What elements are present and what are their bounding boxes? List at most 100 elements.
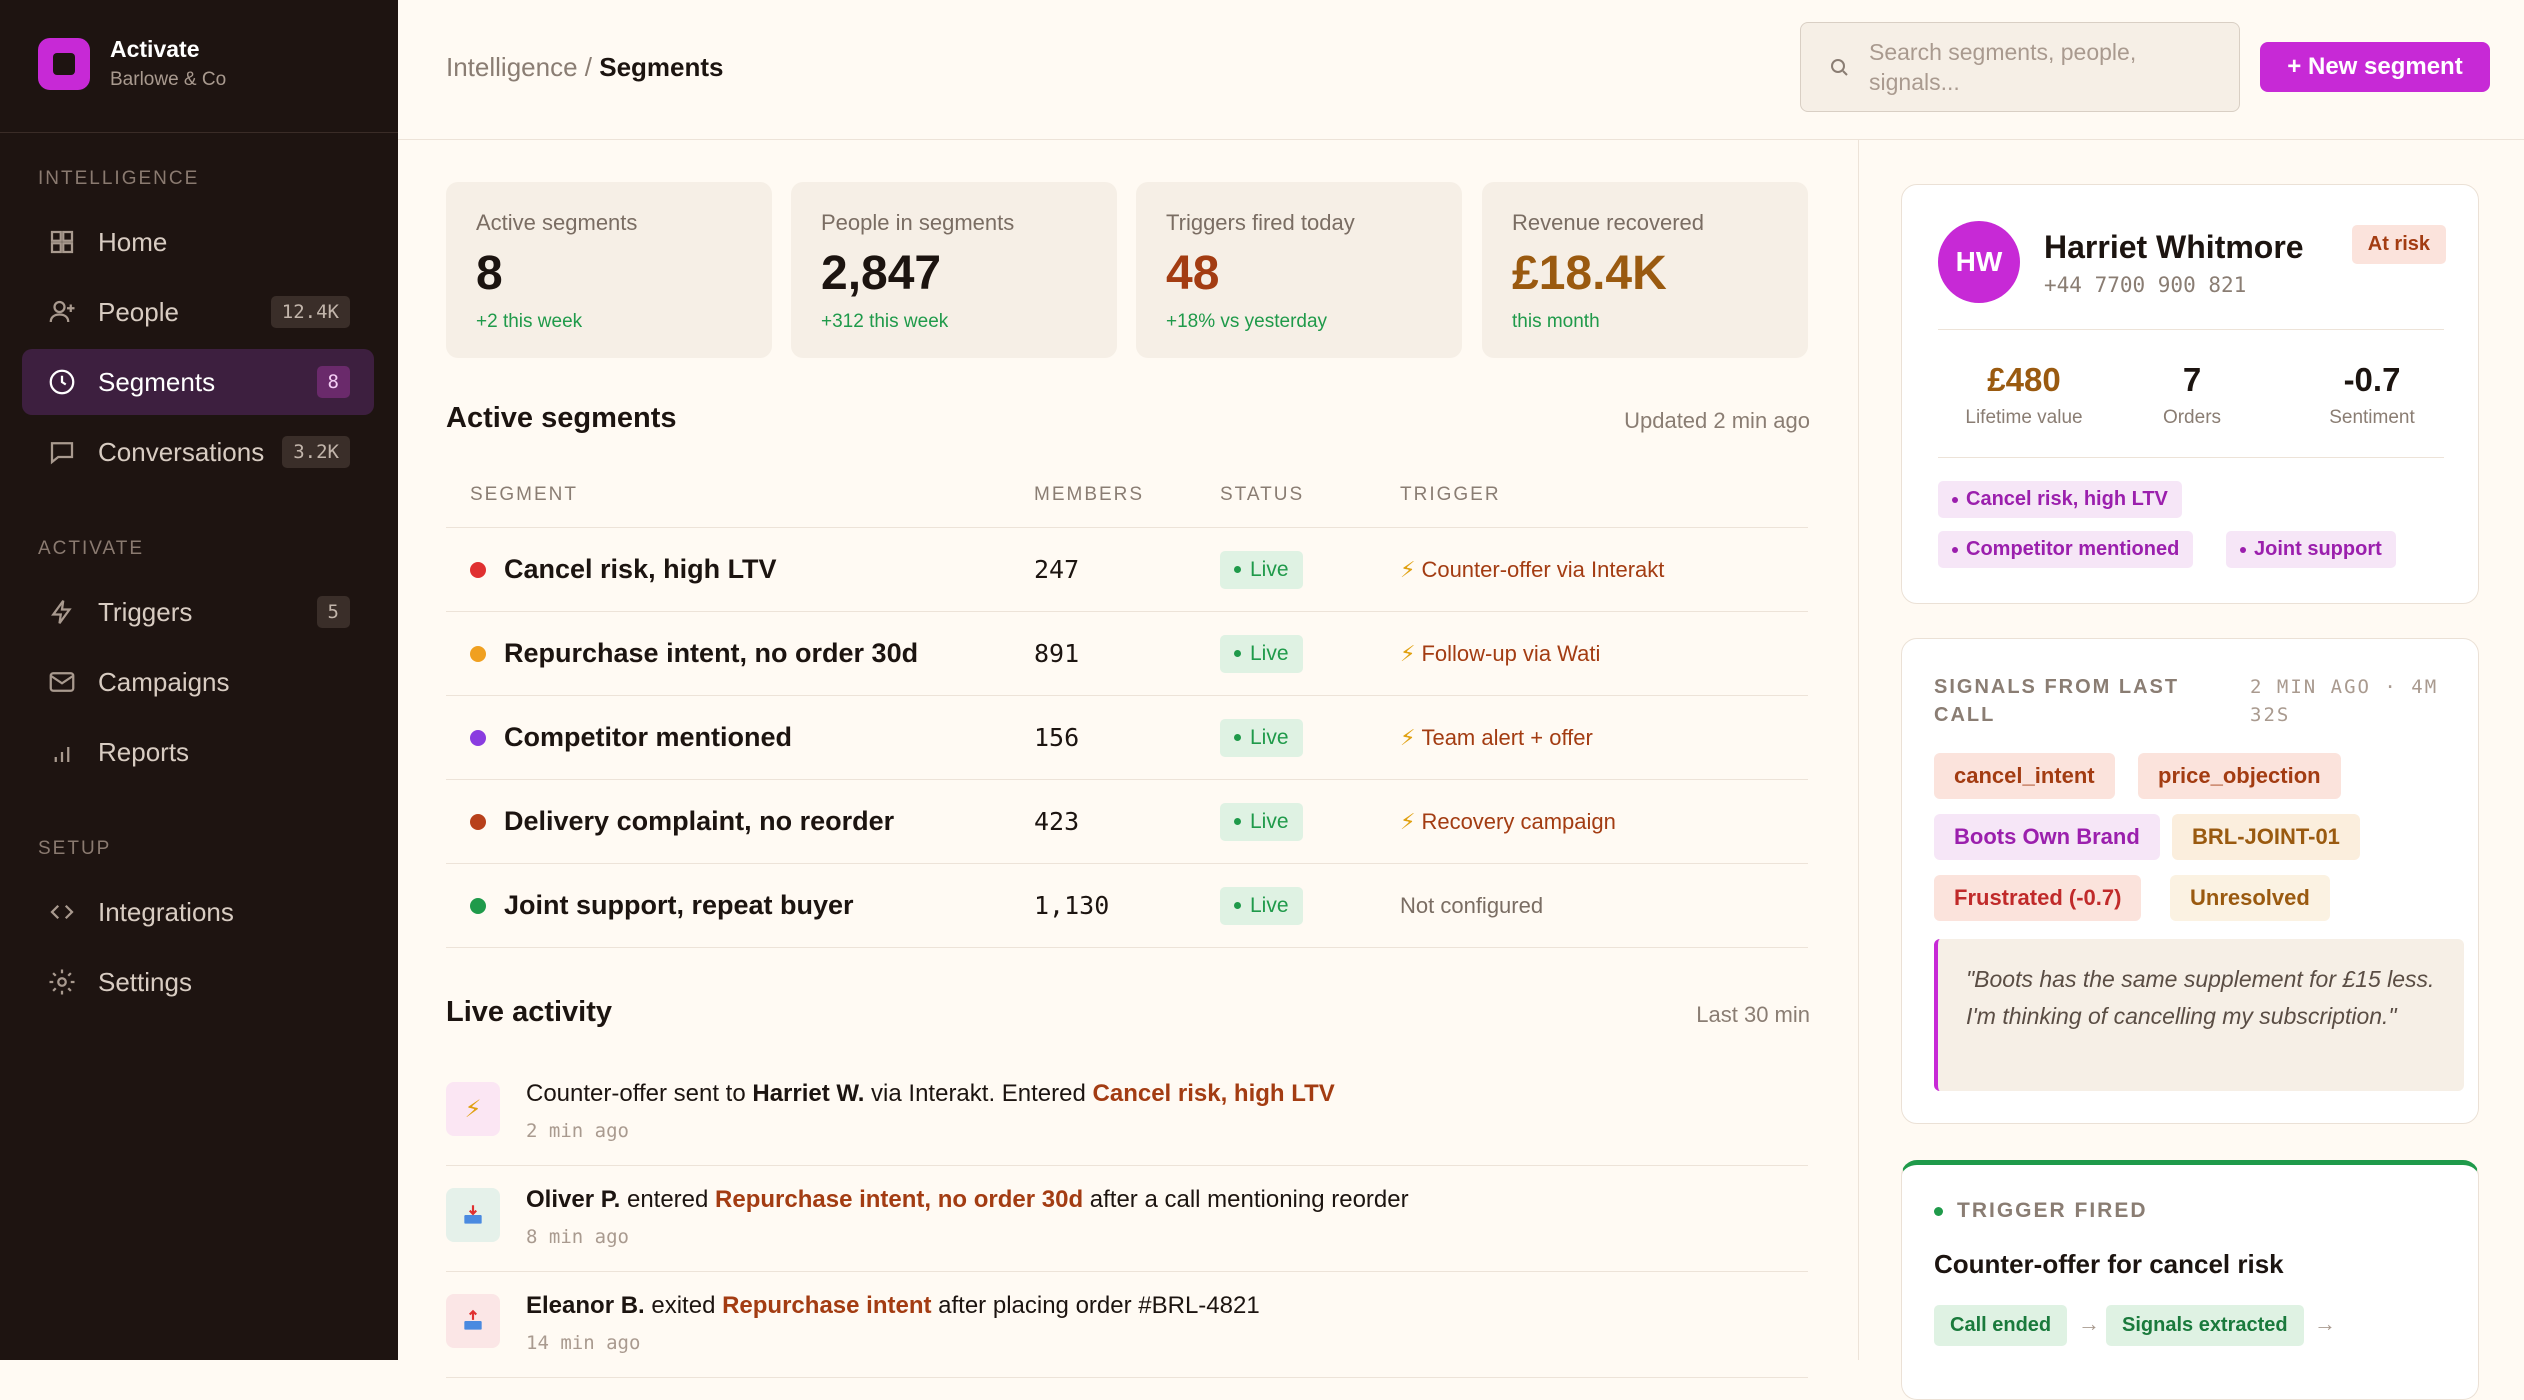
people-count-badge: 12.4K bbox=[270, 296, 350, 328]
sidebar-item-campaigns[interactable]: Campaigns bbox=[22, 649, 374, 715]
stat-value: 2,847 bbox=[821, 247, 942, 300]
triggers-count-badge: 5 bbox=[316, 596, 350, 628]
table-row[interactable]: Cancel risk, high LTV 247 Live ⚡ Counter-… bbox=[446, 528, 1808, 612]
brand-name: Activate bbox=[110, 36, 200, 62]
activity-item[interactable]: Oliver P. entered Repurchase intent, no … bbox=[446, 1166, 1808, 1272]
signal-chip[interactable]: Frustrated (-0.7) bbox=[1934, 875, 2142, 921]
column-header-trigger[interactable]: TRIGGER bbox=[1400, 483, 1501, 505]
nav-section-activate: ACTIVATE bbox=[38, 538, 145, 559]
trigger-card[interactable]: TRIGGER FIRED Counter-offer for cancel r… bbox=[1901, 1160, 2479, 1400]
sidebar: Activate Barlowe & Co INTELLIGENCE Home … bbox=[0, 0, 398, 1360]
sidebar-item-people[interactable]: People 12.4K bbox=[22, 279, 374, 345]
stat-card-triggers: Triggers fired today 48 +18% vs yesterda… bbox=[1136, 182, 1462, 358]
nav-section-intelligence: INTELLIGENCE bbox=[38, 168, 200, 189]
call-quote: "Boots has the same supplement for £15 l… bbox=[1934, 939, 2464, 1091]
activity-item[interactable]: Eleanor B. exited Repurchase intent afte… bbox=[446, 1272, 1808, 1378]
segment-color-dot bbox=[470, 897, 486, 914]
card-divider bbox=[1938, 457, 2444, 458]
trigger-fired-label: TRIGGER FIRED bbox=[1934, 1199, 2148, 1223]
new-segment-button[interactable]: + New segment bbox=[2260, 42, 2490, 92]
table-header: SEGMENT MEMBERS STATUS TRIGGER bbox=[446, 462, 1808, 528]
bolt-icon: ⚡ bbox=[1400, 724, 1416, 750]
segment-color-dot bbox=[470, 645, 486, 662]
segment-link[interactable]: Repurchase intent bbox=[722, 1292, 932, 1319]
segment-link[interactable]: Repurchase intent, no order 30d bbox=[715, 1186, 1084, 1213]
brand[interactable]: Activate Barlowe & Co bbox=[38, 36, 226, 91]
segment-name: Cancel risk, high LTV bbox=[504, 554, 777, 584]
sidebar-divider bbox=[0, 132, 398, 133]
segments-updated-time: Updated 2 min ago bbox=[1624, 408, 1810, 433]
signal-chip[interactable]: BRL-JOINT-01 bbox=[2172, 814, 2360, 860]
segment-name: Delivery complaint, no reorder bbox=[504, 806, 895, 836]
signal-chip[interactable]: Boots Own Brand bbox=[1934, 814, 2160, 860]
table-row[interactable]: Repurchase intent, no order 30d 891 Live… bbox=[446, 612, 1808, 696]
sidebar-item-triggers[interactable]: Triggers 5 bbox=[22, 579, 374, 645]
activity-text: Counter-offer sent to Harriet W. via Int… bbox=[526, 1080, 1335, 1107]
person-card[interactable]: HW Harriet Whitmore +44 7700 900 821 At … bbox=[1901, 184, 2479, 604]
segment-tag[interactable]: Cancel risk, high LTV bbox=[1938, 481, 2182, 518]
sidebar-item-segments[interactable]: Segments 8 bbox=[22, 349, 374, 415]
stat-label: Revenue recovered bbox=[1512, 210, 1705, 235]
user-plus-icon bbox=[46, 296, 78, 328]
segment-members: 423 bbox=[1034, 807, 1080, 836]
segment-trigger[interactable]: ⚡ Team alert + offer bbox=[1400, 724, 1593, 750]
metric-lifetime-value: £480 Lifetime value bbox=[1934, 361, 2114, 429]
column-header-status[interactable]: STATUS bbox=[1220, 483, 1305, 505]
segment-trigger[interactable]: ⚡ Recovery campaign bbox=[1400, 808, 1616, 834]
column-header-members[interactable]: MEMBERS bbox=[1034, 483, 1145, 505]
bolt-icon: ⚡ bbox=[1400, 808, 1416, 834]
segment-color-dot bbox=[470, 561, 486, 578]
sidebar-item-conversations[interactable]: Conversations 3.2K bbox=[22, 419, 374, 485]
flow-step: Call ended bbox=[1934, 1305, 2068, 1346]
activity-section-title: Live activity bbox=[446, 996, 613, 1028]
status-badge: Live bbox=[1220, 550, 1303, 589]
main-content: Active segments 8 +2 this week People in… bbox=[398, 140, 1858, 1378]
sidebar-item-reports[interactable]: Reports bbox=[22, 719, 374, 785]
sidebar-item-label: Segments bbox=[98, 366, 216, 397]
code-icon bbox=[46, 896, 78, 928]
grid-icon bbox=[46, 226, 78, 258]
segment-trigger[interactable]: ⚡ Follow-up via Wati bbox=[1400, 640, 1601, 666]
signal-chip[interactable]: price_objection bbox=[2138, 753, 2341, 799]
segments-section-title: Active segments bbox=[446, 402, 677, 434]
signal-chip[interactable]: Unresolved bbox=[2170, 875, 2330, 921]
segment-trigger[interactable]: Not configured bbox=[1400, 892, 1544, 918]
sidebar-item-integrations[interactable]: Integrations bbox=[22, 879, 374, 945]
breadcrumb-current: Segments bbox=[599, 52, 724, 82]
segment-trigger[interactable]: ⚡ Counter-offer via Interakt bbox=[1400, 556, 1665, 582]
sidebar-item-settings[interactable]: Settings bbox=[22, 949, 374, 1015]
table-row[interactable]: Joint support, repeat buyer 1,130 Live N… bbox=[446, 864, 1808, 948]
activity-item[interactable]: ⚡ Counter-offer sent to Harriet W. via I… bbox=[446, 1060, 1808, 1166]
segment-tag[interactable]: Competitor mentioned bbox=[1938, 531, 2194, 568]
segment-link[interactable]: Cancel risk, high LTV bbox=[1092, 1080, 1335, 1107]
sidebar-item-label: People bbox=[98, 296, 179, 327]
arrow-right-icon: → bbox=[2314, 1311, 2336, 1336]
nav-section-setup: SETUP bbox=[38, 838, 112, 859]
metric-value: -0.7 bbox=[2343, 361, 2401, 398]
stat-value: 8 bbox=[476, 247, 503, 300]
column-header-segment[interactable]: SEGMENT bbox=[470, 483, 578, 505]
segment-members: 247 bbox=[1034, 555, 1080, 584]
metric-value: 7 bbox=[2182, 361, 2202, 398]
table-row[interactable]: Delivery complaint, no reorder 423 Live … bbox=[446, 780, 1808, 864]
activity-text: Eleanor B. exited Repurchase intent afte… bbox=[526, 1292, 1260, 1319]
brand-logo bbox=[38, 37, 90, 90]
trigger-title: Counter-offer for cancel risk bbox=[1934, 1249, 2284, 1279]
table-row[interactable]: Competitor mentioned 156 Live ⚡ Team aler… bbox=[446, 696, 1808, 780]
signals-card: SIGNALS FROM LAST CALL 2 MIN AGO · 4M 32… bbox=[1901, 638, 2479, 1124]
clock-icon bbox=[46, 366, 78, 398]
conversations-count-badge: 3.2K bbox=[282, 436, 350, 468]
breadcrumb-separator: / bbox=[584, 52, 593, 82]
outbox-icon bbox=[446, 1294, 500, 1348]
stat-change: this month bbox=[1512, 311, 1600, 332]
segment-name: Competitor mentioned bbox=[504, 722, 792, 752]
segment-tag[interactable]: Joint support bbox=[2226, 531, 2396, 568]
search-input[interactable]: Search segments, people, signals... bbox=[1800, 22, 2240, 112]
sidebar-item-home[interactable]: Home bbox=[22, 209, 374, 275]
sidebar-item-label: Integrations bbox=[98, 896, 234, 927]
breadcrumb-parent[interactable]: Intelligence bbox=[446, 52, 578, 82]
stat-change: +312 this week bbox=[821, 311, 949, 332]
signal-chip[interactable]: cancel_intent bbox=[1934, 753, 2115, 799]
segment-name: Repurchase intent, no order 30d bbox=[504, 638, 919, 668]
segment-color-dot bbox=[470, 729, 486, 746]
